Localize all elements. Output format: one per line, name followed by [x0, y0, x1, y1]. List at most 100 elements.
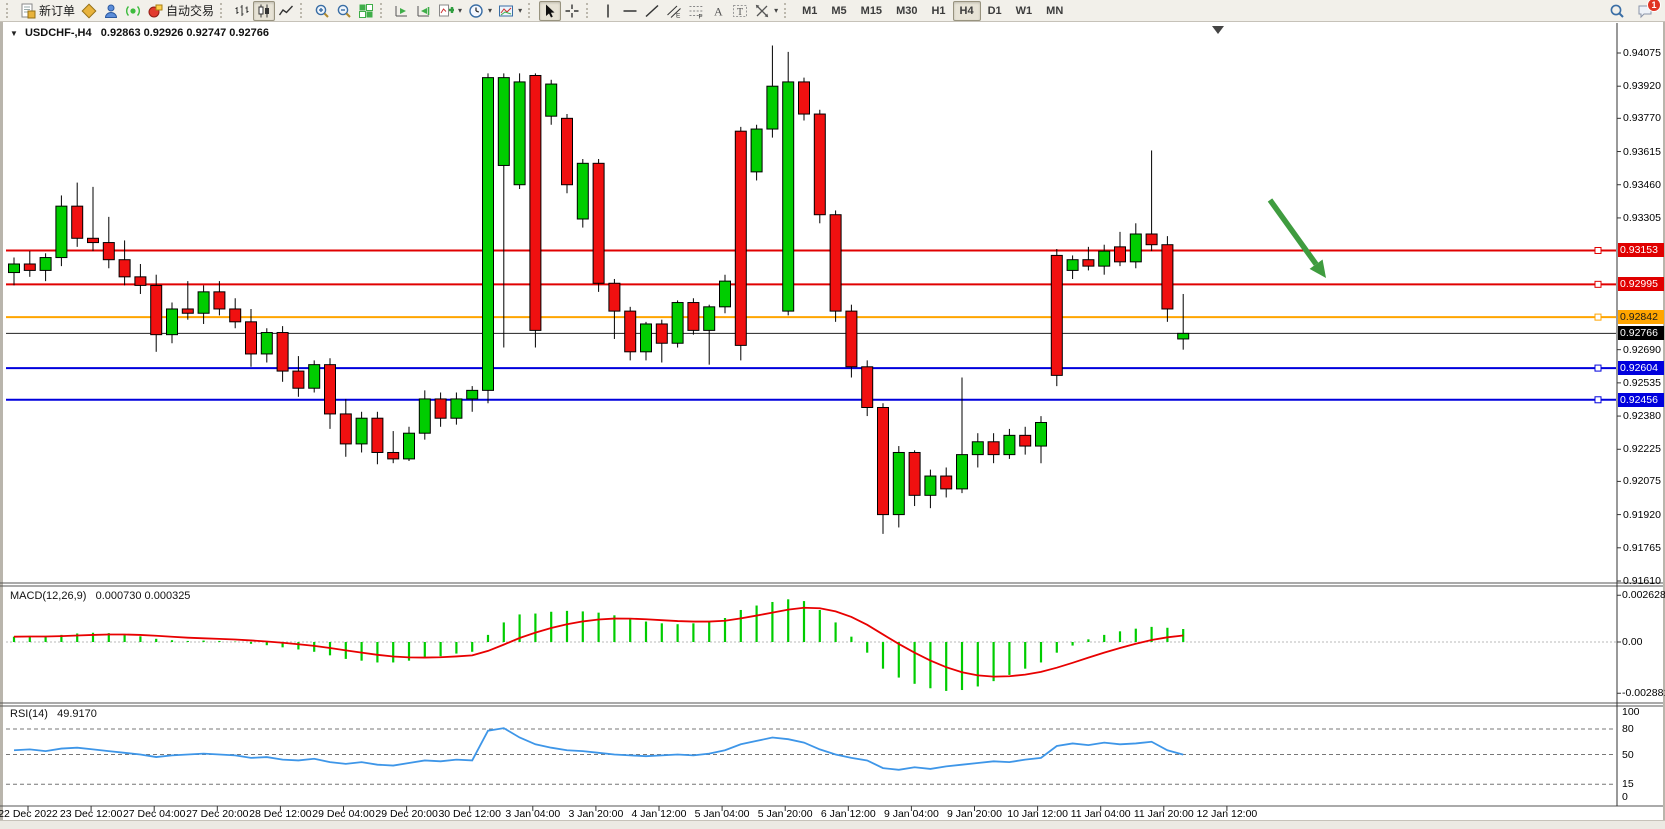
- macd-indicator-label: MACD(12,26,9) 0.000730 0.000325: [10, 590, 191, 602]
- candle: [213, 291, 226, 310]
- chevron-down-icon: ▾: [458, 6, 463, 15]
- timeframe-h4-button[interactable]: H4: [952, 0, 981, 21]
- svg-text:F: F: [699, 13, 703, 19]
- price-tag-0.92456: 0.92456: [1618, 392, 1664, 407]
- hline-0.93153[interactable]: [6, 246, 1616, 254]
- hline-0.92995[interactable]: [6, 280, 1616, 288]
- candle: [292, 370, 305, 389]
- candle: [1050, 254, 1063, 376]
- fibonacci-icon: F: [688, 3, 704, 19]
- time-axis-label: 9 Jan 20:00: [947, 808, 1002, 820]
- candle: [592, 162, 605, 284]
- candle: [450, 398, 463, 419]
- hline-handle[interactable]: [1594, 396, 1602, 404]
- text-label-button[interactable]: T: [729, 1, 751, 21]
- candle: [197, 291, 210, 314]
- time-axis-label: 29 Dec 04:00: [312, 808, 375, 820]
- time-axis-label: 9 Jan 04:00: [883, 808, 939, 820]
- history-center-icon: [81, 3, 97, 19]
- price-axis-tick: 0.93615: [1623, 145, 1661, 158]
- candle: [513, 81, 526, 186]
- candle: [324, 364, 336, 415]
- time-axis-label: 27 Dec 04:00: [122, 808, 186, 820]
- time-axis-label: 23 Dec 12:00: [59, 808, 123, 820]
- macd-axis-min: -0.002881: [1622, 687, 1665, 700]
- history-center-button[interactable]: [78, 1, 100, 21]
- window-footer: [0, 820, 1665, 829]
- timeframe-h1-button[interactable]: H1: [931, 4, 946, 17]
- hline-handle[interactable]: [1594, 364, 1602, 372]
- chevron-down-icon: ▾: [774, 6, 779, 15]
- candle: [482, 77, 494, 391]
- annotation-arrow[interactable]: [1267, 198, 1326, 278]
- timeframe-m30-button[interactable]: M30: [896, 4, 918, 17]
- tile-windows-button[interactable]: [355, 1, 377, 21]
- timeframe-m5-button[interactable]: M5: [831, 4, 847, 17]
- svg-text:A: A: [714, 4, 723, 18]
- candle: [908, 451, 921, 496]
- candlestick-chart-button[interactable]: [253, 0, 276, 21]
- hline-handle[interactable]: [1594, 313, 1602, 321]
- line-chart-button[interactable]: [275, 1, 297, 21]
- candle: [1129, 233, 1142, 263]
- hline-0.92842[interactable]: [6, 313, 1616, 321]
- periods-button[interactable]: ▾: [465, 1, 495, 21]
- chart-window[interactable]: [0, 22, 1665, 829]
- timeframe-d1-button[interactable]: D1: [987, 4, 1002, 17]
- crosshair-button[interactable]: [561, 1, 583, 21]
- auto-scroll-button[interactable]: [391, 1, 413, 21]
- candle: [434, 398, 447, 419]
- time-axis-label: 28 Dec 12:00: [249, 808, 312, 820]
- timeframe-mn-button[interactable]: MN: [1046, 4, 1064, 17]
- price-axis-tick: 0.92225: [1623, 443, 1661, 456]
- equidistant-channel-icon: E: [666, 3, 682, 19]
- main-toolbar: 新订单 自动交易 ▾ ▾ ▾ E F A T ▾ M1 M5 M15 M30 H1 H4 D…: [0, 0, 1665, 22]
- timeframe-w1-button[interactable]: W1: [1015, 4, 1033, 17]
- price-tag-0.93153: 0.93153: [1618, 243, 1664, 258]
- horizontal-line-button[interactable]: [619, 1, 641, 21]
- zoom-out-button[interactable]: [333, 1, 355, 21]
- search-button[interactable]: [1606, 1, 1628, 21]
- equidistant-channel-button[interactable]: E: [663, 1, 685, 21]
- auto-trading-icon: [147, 3, 163, 19]
- time-axis-label: 12 Jan 12:00: [1196, 808, 1258, 820]
- time-axis-label: 3 Jan 20:00: [568, 808, 624, 820]
- chart-shift-marker[interactable]: [1212, 26, 1224, 34]
- bar-chart-button[interactable]: [231, 1, 253, 21]
- vertical-line-button[interactable]: [597, 1, 619, 21]
- crosshair-icon: [564, 3, 580, 19]
- hline-0.92456[interactable]: [6, 396, 1616, 404]
- account-button[interactable]: [100, 1, 122, 21]
- hline-handle[interactable]: [1594, 280, 1602, 288]
- trendline-button[interactable]: [641, 1, 663, 21]
- new-order-button[interactable]: 新订单: [17, 1, 78, 21]
- hline-handle[interactable]: [1594, 246, 1602, 254]
- price-axis-tick: 0.91765: [1623, 541, 1661, 554]
- candle: [924, 475, 937, 496]
- vertical-line-icon: [600, 3, 616, 19]
- hline-0.92604[interactable]: [6, 364, 1616, 372]
- line-chart-icon: [278, 3, 294, 19]
- svg-text:T: T: [737, 7, 743, 18]
- templates-button[interactable]: ▾: [495, 1, 525, 21]
- fibonacci-button[interactable]: F: [685, 1, 707, 21]
- candle: [671, 302, 684, 344]
- candle: [1003, 434, 1016, 456]
- indicators-button[interactable]: ▾: [435, 1, 465, 21]
- price-axis-tick: 0.93920: [1623, 80, 1661, 93]
- chart-shift-button[interactable]: [413, 1, 435, 21]
- text-button[interactable]: A: [707, 1, 729, 21]
- auto-trading-button[interactable]: 自动交易: [144, 1, 217, 21]
- chat-button[interactable]: 1: [1634, 0, 1661, 21]
- zoom-in-button[interactable]: [311, 1, 333, 21]
- candle: [134, 276, 147, 286]
- timeframe-m15-button[interactable]: M15: [860, 4, 883, 17]
- broadcast-button[interactable]: [122, 1, 144, 21]
- candle: [561, 117, 573, 186]
- cursor-button[interactable]: [539, 0, 562, 21]
- auto-scroll-icon: [394, 3, 410, 19]
- arrows-button[interactable]: ▾: [751, 1, 781, 21]
- price-axis-tick: 0.92690: [1623, 343, 1661, 356]
- timeframe-m1-button[interactable]: M1: [802, 4, 818, 17]
